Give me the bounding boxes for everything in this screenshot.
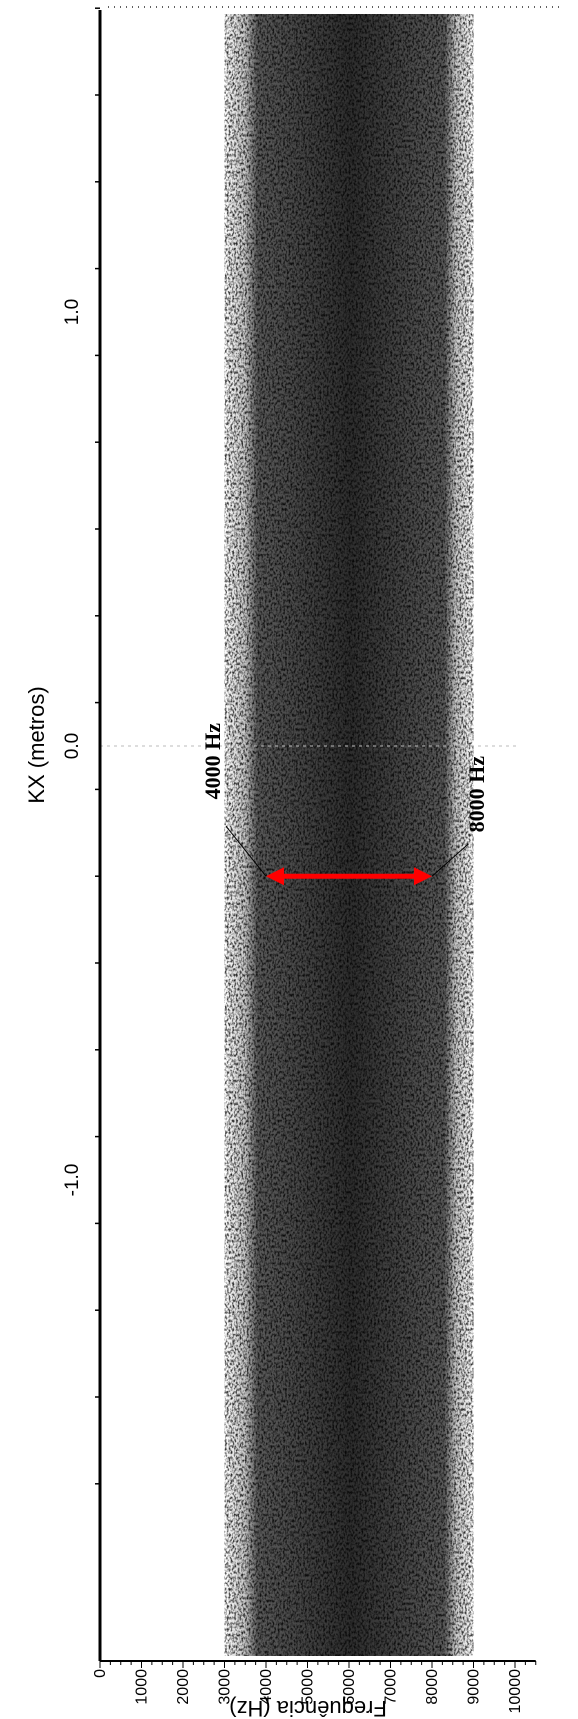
frequency-tick-label: 8000 — [424, 1669, 441, 1705]
frequency-tick-label: 7000 — [383, 1669, 400, 1705]
frequency-tick-label: 3000 — [217, 1669, 234, 1705]
frequency-tick-label: 9000 — [466, 1669, 483, 1705]
frequency-tick-label: 1000 — [134, 1669, 151, 1705]
axes: 1.0 0.0 -1.0 0 1000 2000 3000 4000 5000 6000 7000 8… — [62, 6, 560, 1714]
y-axis-label: KX (metros) — [24, 686, 49, 803]
leader-line-right — [431, 843, 469, 877]
heatmap-texture — [224, 14, 474, 1656]
frequency-tick-label: 10000 — [507, 1669, 524, 1714]
frequency-arrow-head-right — [414, 867, 432, 886]
annotations: 4000 Hz 8000 Hz — [200, 723, 489, 886]
plot-area — [100, 14, 520, 1656]
frequency-tick-label: 0 — [92, 1669, 109, 1678]
kx-tick-label: 0.0 — [62, 733, 83, 759]
frequency-arrow-head-left — [266, 867, 284, 886]
annotation-label-right: 8000 Hz — [464, 756, 489, 833]
frequency-tick-label: 5000 — [300, 1669, 317, 1705]
frequency-tick-label: 6000 — [341, 1669, 358, 1705]
kx-tick-label: 1.0 — [62, 299, 83, 325]
axis-labels: KX (metros) Frequência (Hz) — [24, 686, 387, 1719]
leader-line-left — [225, 825, 267, 877]
x-axis-label: Frequência (Hz) — [229, 1696, 387, 1719]
kx-tick-label: -1.0 — [62, 1164, 83, 1197]
frequency-tick-label: 2000 — [175, 1669, 192, 1705]
frequency-tick-label: 4000 — [258, 1669, 275, 1705]
annotation-label-left: 4000 Hz — [200, 723, 225, 800]
